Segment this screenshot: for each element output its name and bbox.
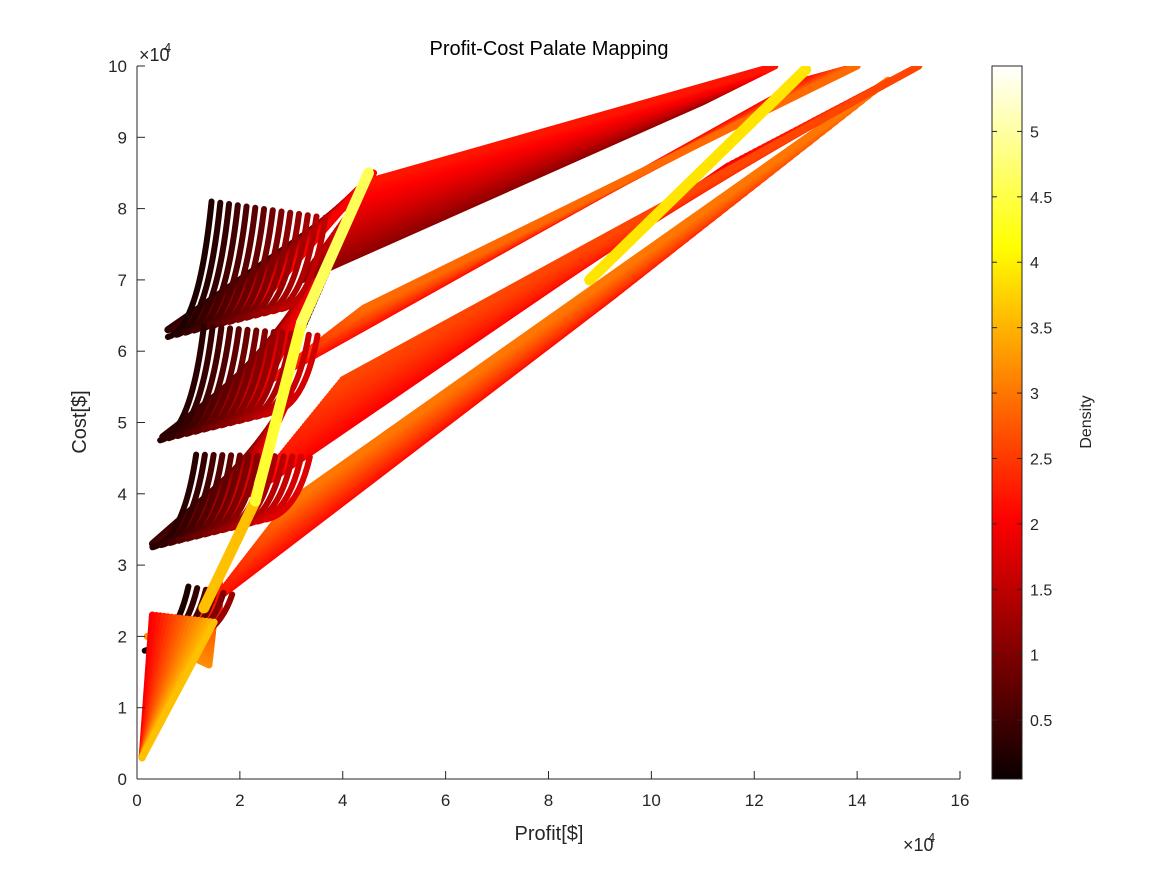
scatter-fan (138, 611, 218, 762)
x-multiplier: ×10 (903, 835, 934, 855)
colorbar-gradient (991, 65, 1023, 780)
y-tick-label: 3 (118, 556, 127, 575)
colorbar-tick-label: 2.5 (1030, 451, 1052, 468)
y-tick-label: 4 (118, 485, 127, 504)
colorbar-tick-label: 2 (1030, 517, 1039, 534)
chart-title: Profit-Cost Palate Mapping (429, 38, 668, 60)
y-axis-ticks: 0 1 2 3 4 5 6 7 8 9 10 (108, 57, 145, 789)
scatter-streak (287, 76, 892, 505)
x-axis-ticks: 0 2 4 6 8 10 12 14 16 (132, 771, 969, 810)
y-multiplier: ×10 (139, 45, 170, 65)
y-tick-label: 1 (118, 699, 127, 718)
scatter-yellow-band (198, 66, 812, 614)
scatter-streak (198, 495, 261, 614)
scatter-band (246, 66, 923, 498)
colorbar-tick-label: 4 (1030, 255, 1039, 272)
scatter-streak (296, 167, 374, 329)
x-exponent: 4 (928, 830, 935, 845)
colorbar-tick-label: 3.5 (1030, 321, 1052, 338)
x-tick-label: 12 (745, 791, 764, 810)
colorbar-tick-label: 4.5 (1030, 190, 1052, 207)
y-tick-label: 9 (118, 128, 127, 147)
x-tick-label: 16 (951, 791, 970, 810)
colorbar-label: Density (1078, 395, 1095, 448)
scatter-streak (370, 66, 779, 184)
x-axis-exponent: ×10 4 (903, 830, 935, 855)
x-tick-label: 14 (848, 791, 867, 810)
x-axis-label: Profit[$] (515, 823, 584, 845)
y-tick-label: 2 (118, 627, 127, 646)
y-tick-label: 0 (118, 770, 127, 789)
x-tick-label: 4 (338, 791, 347, 810)
scatter-streak (249, 317, 308, 507)
scatter-streak (339, 66, 923, 384)
y-tick-label: 8 (118, 200, 127, 219)
y-axis-exponent: ×10 4 (139, 40, 171, 65)
scatter-band (210, 76, 892, 605)
scatter-hook (263, 453, 313, 523)
y-tick-label: 7 (118, 271, 127, 290)
y-tick-label: 10 (108, 57, 127, 76)
y-exponent: 4 (164, 40, 171, 55)
scatter-band (298, 66, 779, 284)
x-tick-label: 6 (441, 791, 450, 810)
colorbar-tick-label: 5 (1030, 124, 1039, 141)
y-tick-label: 5 (118, 414, 127, 433)
scatter-streak (584, 66, 812, 286)
colorbar: 0.5 1 1.5 2 2.5 3 3.5 4 4.5 5 Density (991, 65, 1095, 780)
colorbar-tick-label: 3 (1030, 386, 1039, 403)
colorbar-tick-label: 0.5 (1030, 713, 1052, 730)
x-tick-label: 0 (132, 791, 141, 810)
y-axis-label: Cost[$] (69, 390, 91, 453)
scatter-streak (138, 618, 218, 762)
x-tick-label: 10 (642, 791, 661, 810)
data-marks (138, 66, 923, 762)
colorbar-tick-label: 1 (1030, 648, 1039, 665)
scatter-hook (278, 214, 329, 313)
y-tick-label: 6 (118, 342, 127, 361)
colorbar-ticks: 0.5 1 1.5 2 2.5 3 3.5 4 4.5 5 (992, 124, 1052, 730)
x-tick-label: 2 (235, 791, 244, 810)
colorbar-tick-label: 1.5 (1030, 582, 1052, 599)
x-tick-label: 8 (544, 791, 553, 810)
